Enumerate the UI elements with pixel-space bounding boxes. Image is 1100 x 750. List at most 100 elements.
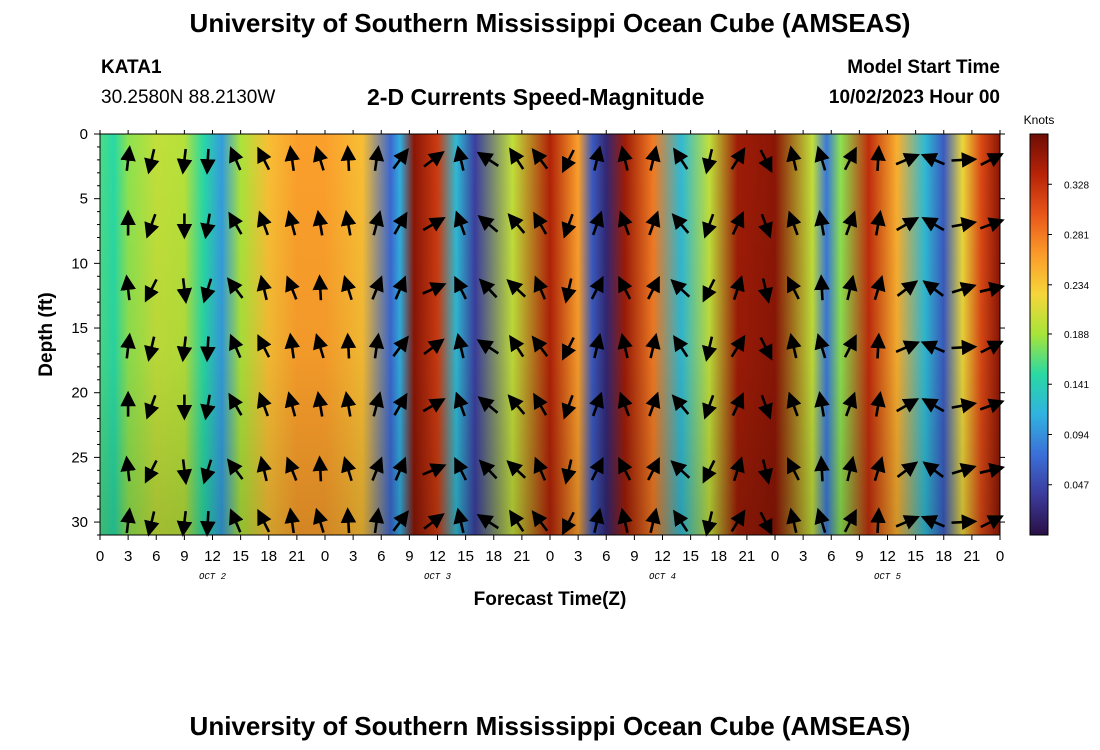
current-arrow <box>589 332 605 359</box>
current-arrow <box>285 456 300 481</box>
x-tick-label: 9 <box>630 548 638 565</box>
current-arrow <box>284 210 300 236</box>
x-tick-label: 6 <box>602 548 610 565</box>
current-arrow <box>730 334 746 358</box>
current-arrow <box>814 507 830 533</box>
x-tick-label: 12 <box>204 548 221 565</box>
current-arrow <box>144 148 160 175</box>
current-arrow <box>509 509 525 533</box>
current-arrow <box>921 217 945 232</box>
current-arrow <box>477 396 499 414</box>
current-arrow <box>870 456 886 482</box>
day-label: OCT 4 <box>649 572 676 582</box>
current-arrow <box>257 334 272 358</box>
colorbar-unit: Knots <box>1024 113 1055 127</box>
current-arrow <box>176 278 193 304</box>
current-arrow <box>670 460 691 479</box>
current-arrow <box>229 508 244 533</box>
current-arrow <box>478 278 498 299</box>
current-arrow <box>671 213 690 234</box>
current-arrow <box>589 275 604 300</box>
current-arrow <box>617 145 633 171</box>
current-arrow <box>758 337 773 361</box>
current-arrow <box>392 392 408 416</box>
current-arrow <box>200 511 216 537</box>
current-arrow <box>228 211 243 235</box>
current-arrow <box>757 278 774 304</box>
current-arrow <box>814 145 830 171</box>
x-tick-label: 6 <box>152 548 160 565</box>
x-tick-label: 18 <box>710 548 727 565</box>
x-tick-label: 6 <box>827 548 835 565</box>
current-arrow <box>476 339 500 355</box>
current-arrow <box>476 513 500 530</box>
current-arrow <box>453 507 469 534</box>
current-arrow <box>842 334 857 358</box>
current-arrow <box>920 153 946 168</box>
current-arrow <box>176 459 193 486</box>
x-tick-label: 12 <box>654 548 671 565</box>
current-arrow <box>144 213 160 239</box>
current-arrow <box>673 509 689 533</box>
current-arrow <box>814 390 830 417</box>
current-arrow <box>144 278 159 303</box>
current-arrow <box>533 456 549 481</box>
current-arrow <box>618 275 633 300</box>
current-arrow <box>284 145 300 171</box>
current-arrow <box>618 457 633 481</box>
current-arrow <box>312 455 329 482</box>
current-arrow <box>284 391 300 417</box>
current-arrow <box>701 148 718 175</box>
current-arrow <box>422 463 447 478</box>
current-arrow <box>120 274 136 301</box>
x-tick-label: 3 <box>574 548 582 565</box>
current-arrow <box>423 513 445 530</box>
current-arrow <box>645 507 661 534</box>
colorbar-tick-label: 0.188 <box>1064 330 1089 341</box>
x-tick-label: 3 <box>799 548 807 565</box>
x-tick-label: 18 <box>485 548 502 565</box>
current-arrow <box>842 274 858 301</box>
current-arrow <box>200 459 216 485</box>
current-arrow <box>589 391 604 417</box>
station-id: KATA1 <box>101 57 162 78</box>
current-arrow <box>842 146 857 171</box>
current-arrow <box>226 458 244 480</box>
current-arrow <box>645 391 661 417</box>
current-arrow <box>787 457 802 481</box>
current-arrow <box>533 392 548 416</box>
page-title: University of Southern Mississippi Ocean… <box>189 8 911 38</box>
current-arrow <box>256 391 272 417</box>
current-arrow <box>702 213 717 239</box>
current-arrow <box>729 275 745 301</box>
current-arrow <box>758 394 773 420</box>
current-arrow <box>200 394 216 421</box>
y-tick-label: 5 <box>80 191 88 208</box>
depth-shading <box>100 134 1000 535</box>
x-tick-label: 9 <box>405 548 413 565</box>
current-arrow <box>120 507 136 534</box>
current-arrow <box>256 210 272 236</box>
current-arrow <box>257 508 272 533</box>
x-tick-label: 3 <box>349 548 357 565</box>
current-arrow <box>951 398 978 414</box>
x-tick-label: 21 <box>289 548 306 565</box>
current-arrow <box>313 145 328 171</box>
current-arrow <box>312 390 329 417</box>
current-arrow <box>392 335 409 357</box>
current-arrow <box>980 515 1004 530</box>
current-arrow <box>922 461 944 478</box>
current-arrow <box>842 508 857 533</box>
x-axis-title: Forecast Time(Z) <box>474 589 627 610</box>
x-tick-label: 0 <box>546 548 554 565</box>
current-arrow <box>921 398 945 413</box>
x-tick-label: 15 <box>907 548 924 565</box>
current-arrow <box>951 217 978 233</box>
current-arrow <box>786 210 802 236</box>
current-arrow <box>786 332 802 359</box>
current-arrow <box>730 392 745 417</box>
current-arrow <box>176 148 193 175</box>
current-arrow <box>562 337 577 361</box>
current-arrow <box>392 510 409 532</box>
current-arrow <box>284 332 300 359</box>
